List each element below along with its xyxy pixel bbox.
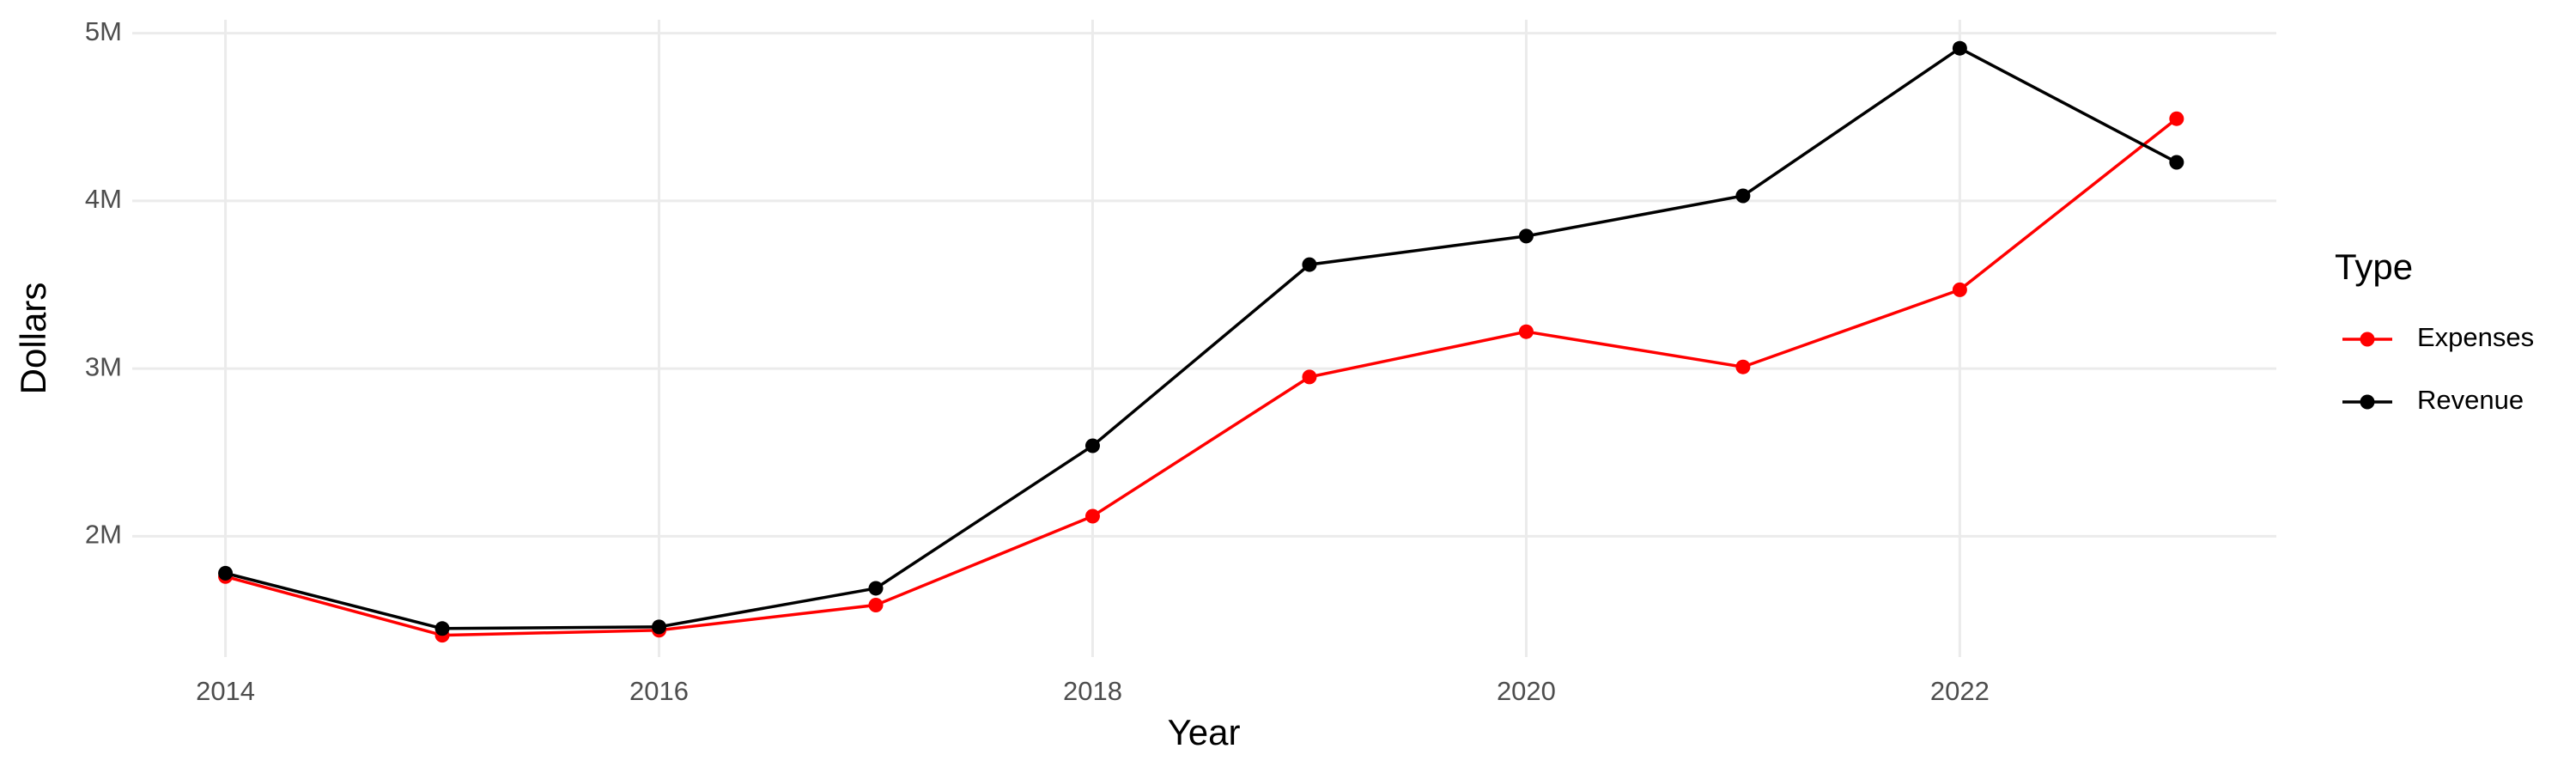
y-tick-label: 5M <box>85 16 122 46</box>
data-point <box>2169 111 2184 126</box>
legend-label: Revenue <box>2417 385 2524 415</box>
data-point <box>1518 228 1534 244</box>
y-tick-label: 4M <box>85 184 122 214</box>
y-axis-title: Dollars <box>13 283 53 395</box>
data-point <box>1735 359 1751 374</box>
series-line <box>225 46 2178 630</box>
data-point <box>218 565 234 581</box>
data-point <box>868 597 884 612</box>
x-tick-label: 2016 <box>629 676 689 706</box>
data-point <box>1952 282 1967 297</box>
x-tick-label: 2018 <box>1063 676 1122 706</box>
data-point <box>1302 257 1317 272</box>
grid <box>132 20 2276 657</box>
legend-key-point <box>2360 394 2375 410</box>
data-point <box>868 581 884 596</box>
x-tick-label: 2022 <box>1930 676 1990 706</box>
data-point <box>1084 438 1100 453</box>
data-point <box>1302 369 1317 385</box>
legend-label: Expenses <box>2417 322 2534 352</box>
data-point <box>1518 324 1534 339</box>
data-point <box>434 621 450 636</box>
data-point <box>652 619 667 635</box>
x-tick-label: 2020 <box>1497 676 1556 706</box>
x-tick-label: 2014 <box>196 676 255 706</box>
data-point <box>2169 155 2184 170</box>
data-point <box>1084 508 1100 524</box>
data-point <box>1735 188 1751 204</box>
x-axis-title: Year <box>1168 712 1241 752</box>
y-tick-label: 3M <box>85 351 122 381</box>
legend-key-point <box>2360 332 2375 347</box>
series-line <box>225 117 2178 637</box>
legend-title: Type <box>2335 247 2413 287</box>
data-point <box>1952 40 1967 56</box>
y-tick-label: 2M <box>85 520 122 550</box>
